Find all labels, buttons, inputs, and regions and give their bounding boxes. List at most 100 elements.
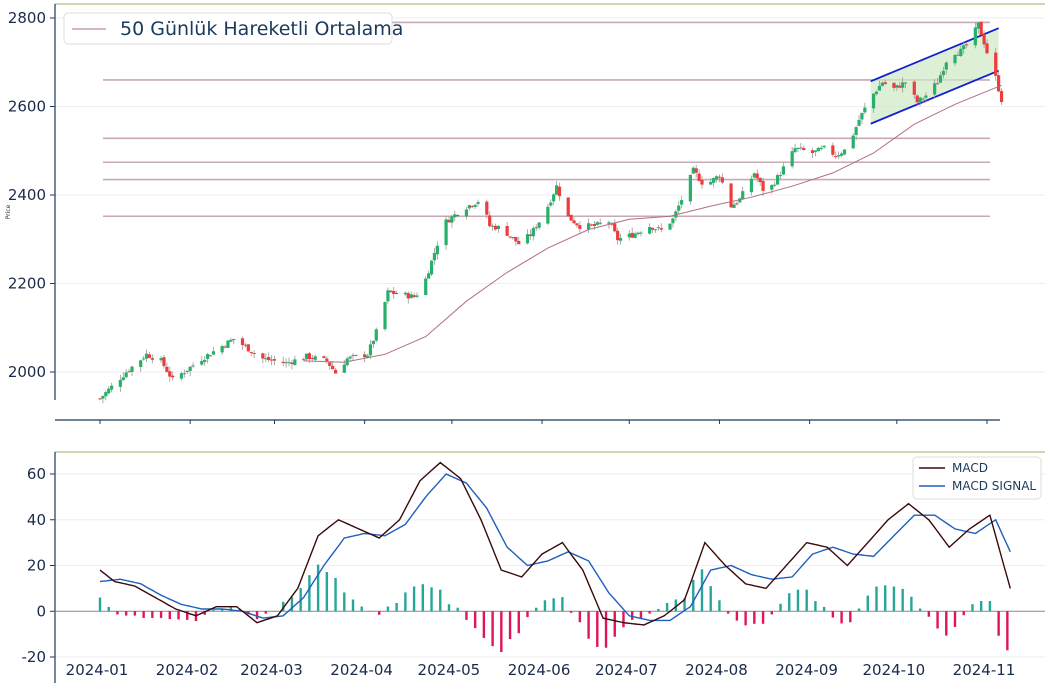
macd-histogram-bar — [316, 564, 320, 612]
price-candle-body — [749, 178, 754, 193]
price-candle-body — [130, 366, 134, 372]
price-candle — [627, 229, 631, 241]
price-candle — [191, 362, 195, 369]
price-candle — [839, 151, 844, 158]
price-legend-label: 50 Günlük Hareketli Ortalama — [120, 18, 403, 40]
price-candle-body — [552, 194, 556, 202]
price-candle — [761, 177, 765, 196]
price-candle-body — [953, 54, 957, 64]
price-candle-body — [476, 202, 480, 204]
price-candle-body — [653, 229, 658, 231]
price-candle-body — [712, 178, 716, 183]
price-candle — [171, 371, 175, 381]
price-candle — [552, 193, 556, 206]
price-candle — [511, 236, 515, 240]
price-candle-body — [851, 135, 855, 149]
price-candle-body — [284, 362, 288, 364]
price-candle-body — [226, 340, 230, 348]
macd-histogram-bar — [857, 608, 861, 612]
price-candle — [211, 346, 216, 356]
price-candle — [427, 270, 431, 279]
price-candle-body — [290, 362, 294, 365]
macd-histogram-bar — [918, 608, 922, 612]
price-candle-body — [435, 245, 439, 255]
macd-histogram-bar — [700, 569, 704, 612]
macd-histogram-bar — [648, 611, 651, 614]
macd-histogram-bar — [840, 611, 843, 624]
macd-histogram — [98, 564, 1009, 653]
macd-histogram-bar — [491, 611, 494, 647]
price-candle-body — [639, 232, 643, 234]
price-candle — [575, 222, 579, 228]
price-candle-body — [770, 185, 774, 190]
price-candle-body — [179, 373, 184, 379]
price-candle — [758, 177, 762, 186]
price-candle — [831, 142, 835, 158]
macd-histogram-bar — [151, 611, 154, 618]
price-candle — [386, 287, 390, 305]
macd-histogram-bar — [473, 611, 477, 629]
macd-histogram-bar — [814, 601, 817, 612]
price-candle-body — [470, 206, 474, 208]
price-candle-body — [799, 147, 803, 149]
price-candle-body — [898, 85, 902, 88]
price-candle-body — [322, 356, 326, 358]
macd-histogram-bar — [168, 611, 171, 620]
price-candle-body — [758, 177, 762, 183]
price-candle — [351, 353, 355, 361]
macd-histogram-bar — [343, 592, 346, 612]
price-candle-body — [485, 201, 489, 215]
price-candle-body — [333, 369, 338, 374]
x-tick-label: 2024-07 — [595, 661, 658, 679]
price-candle-body — [871, 93, 876, 109]
macd-y-tick-label: 40 — [27, 511, 46, 529]
price-candle — [898, 82, 902, 89]
price-candle-body — [773, 184, 777, 186]
price-candle — [982, 30, 986, 49]
price-candle-body — [776, 175, 780, 185]
price-candle-body — [883, 82, 887, 84]
price-candle-body — [508, 236, 512, 238]
price-candle-body — [842, 149, 847, 155]
price-candle-body — [267, 357, 271, 361]
price-candle — [741, 186, 745, 200]
macd-histogram-bar — [578, 611, 582, 623]
price-candle — [822, 145, 826, 149]
price-candle — [697, 169, 701, 182]
price-candle — [752, 172, 756, 179]
price-candle — [613, 219, 617, 233]
macd-histogram-bar — [910, 596, 913, 612]
price-candle-body — [796, 148, 800, 150]
price-candle-body — [752, 173, 756, 178]
price-candle-body — [973, 27, 977, 46]
price-candle-body — [261, 353, 265, 359]
price-candle — [107, 386, 111, 395]
x-tick-label: 2024-01 — [66, 661, 129, 679]
price-candle-body — [191, 365, 195, 367]
price-candle-body — [793, 148, 797, 153]
price-candle — [959, 45, 963, 58]
macd-histogram-bar — [351, 599, 355, 612]
price-candle-body — [453, 214, 457, 218]
macd-signal-line — [99, 473, 1011, 622]
price-candle — [98, 397, 102, 400]
price-candle-body — [586, 223, 591, 230]
price-candle-body — [240, 338, 245, 346]
price-candle-body — [572, 220, 576, 224]
price-candle — [546, 204, 550, 225]
price-candle — [203, 356, 207, 366]
price-candle-body — [691, 167, 695, 174]
price-candle-body — [496, 225, 501, 230]
price-candle — [182, 369, 186, 378]
price-candle — [918, 96, 922, 107]
price-candle-body — [432, 252, 437, 261]
price-candle-body — [110, 385, 114, 390]
macd-histogram-bar — [535, 607, 538, 612]
price-candle — [281, 356, 285, 366]
price-candle — [935, 78, 940, 85]
price-candle — [557, 182, 562, 201]
price-candle-body — [959, 48, 963, 56]
price-candle-body — [709, 181, 713, 185]
price-candle — [566, 197, 570, 218]
price-candle — [953, 54, 957, 66]
